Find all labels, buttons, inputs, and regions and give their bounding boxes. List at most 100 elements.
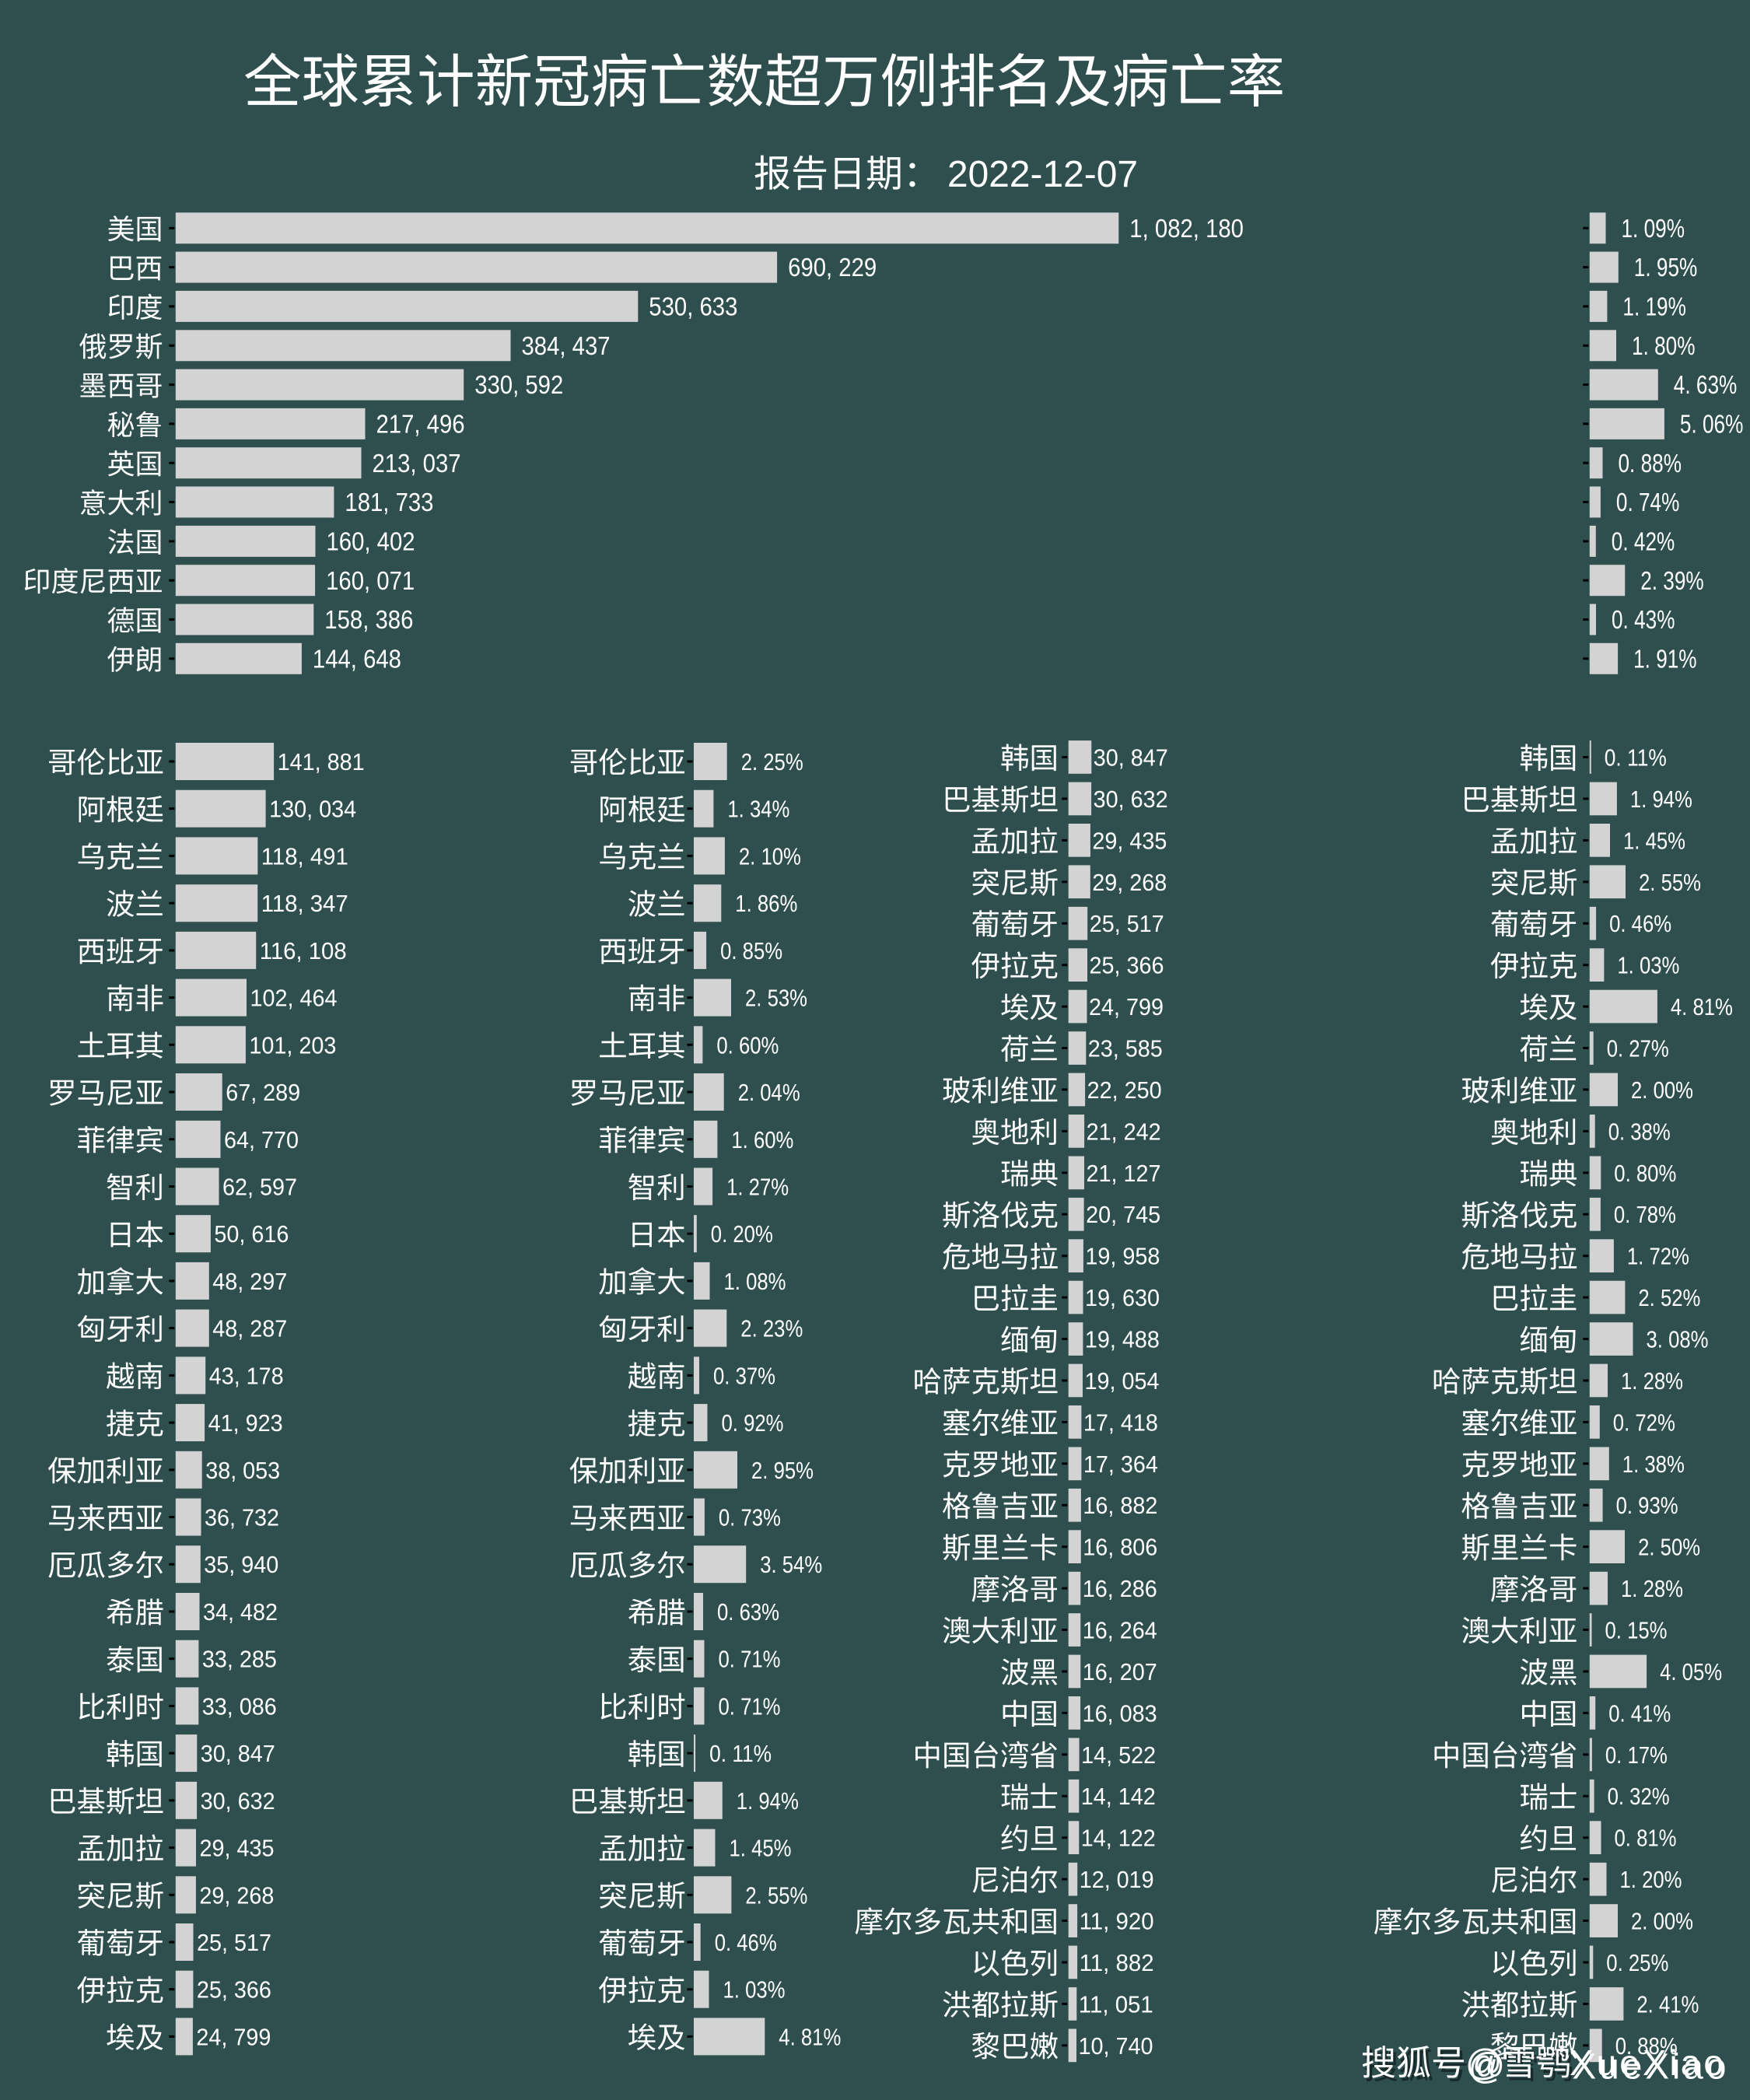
svg-text:213, 037: 213, 037	[373, 449, 461, 478]
svg-text:101, 203: 101, 203	[249, 1031, 336, 1059]
svg-text:2. 50%: 2. 50%	[1638, 1534, 1700, 1561]
svg-text:67, 289: 67, 289	[226, 1079, 300, 1106]
svg-text:14, 522: 14, 522	[1081, 1741, 1156, 1769]
svg-text:5. 06%: 5. 06%	[1680, 410, 1744, 439]
svg-text:3. 54%: 3. 54%	[760, 1551, 822, 1578]
svg-text:1. 09%: 1. 09%	[1622, 214, 1685, 243]
svg-text:118, 491: 118, 491	[261, 842, 348, 870]
svg-text:0. 71%: 0. 71%	[719, 1646, 781, 1673]
svg-text:1. 03%: 1. 03%	[723, 1976, 786, 2004]
svg-text:17, 418: 17, 418	[1083, 1409, 1158, 1436]
svg-text:0. 60%: 0. 60%	[716, 1031, 779, 1059]
svg-text:0. 11%: 0. 11%	[1605, 744, 1667, 772]
svg-text:4. 81%: 4. 81%	[1671, 993, 1733, 1020]
svg-text:0. 93%: 0. 93%	[1616, 1492, 1678, 1519]
svg-text:2. 04%: 2. 04%	[738, 1079, 800, 1106]
svg-text:25, 366: 25, 366	[1090, 952, 1164, 979]
svg-text:20, 745: 20, 745	[1086, 1201, 1160, 1228]
svg-text:30, 847: 30, 847	[1094, 744, 1168, 772]
svg-text:2. 23%: 2. 23%	[740, 1315, 803, 1342]
svg-text:64, 770: 64, 770	[224, 1126, 299, 1153]
svg-text:158, 386: 158, 386	[324, 605, 413, 634]
svg-text:11, 920: 11, 920	[1080, 1908, 1154, 1935]
svg-text:0. 85%: 0. 85%	[720, 937, 782, 964]
svg-text:29, 268: 29, 268	[199, 1881, 274, 1909]
svg-text:36, 732: 36, 732	[205, 1504, 279, 1531]
svg-text:2. 53%: 2. 53%	[745, 985, 807, 1012]
svg-text:0. 88%: 0. 88%	[1615, 2032, 1678, 2060]
svg-text:16, 286: 16, 286	[1083, 1575, 1157, 1602]
svg-text:0. 42%: 0. 42%	[1612, 527, 1675, 556]
svg-text:2. 10%: 2. 10%	[739, 842, 801, 870]
svg-text:1. 45%: 1. 45%	[730, 1835, 792, 1862]
svg-text:102, 464: 102, 464	[250, 985, 338, 1012]
svg-text:19, 054: 19, 054	[1085, 1367, 1160, 1395]
svg-text:0. 81%: 0. 81%	[1615, 1825, 1677, 1852]
svg-text:1. 45%: 1. 45%	[1623, 827, 1685, 854]
svg-text:0. 20%: 0. 20%	[711, 1220, 773, 1248]
svg-text:3. 08%: 3. 08%	[1647, 1326, 1709, 1353]
svg-text:160, 402: 160, 402	[327, 527, 415, 556]
svg-text:1. 94%: 1. 94%	[1630, 786, 1692, 813]
svg-text:160, 071: 160, 071	[326, 566, 415, 595]
svg-text:0. 80%: 0. 80%	[1614, 1160, 1676, 1187]
svg-text:XueXiao: XueXiao	[1573, 2046, 1730, 2087]
svg-text:1. 08%: 1. 08%	[724, 1268, 786, 1295]
svg-text:384, 437: 384, 437	[522, 331, 611, 360]
svg-text:0. 78%: 0. 78%	[1614, 1201, 1676, 1228]
svg-text:50, 616: 50, 616	[214, 1220, 289, 1248]
svg-text:1. 80%: 1. 80%	[1632, 331, 1696, 360]
svg-text:1. 28%: 1. 28%	[1621, 1575, 1683, 1602]
svg-text:0. 27%: 0. 27%	[1607, 1035, 1669, 1062]
svg-text:12, 019: 12, 019	[1080, 1866, 1154, 1893]
svg-text:16, 207: 16, 207	[1083, 1658, 1157, 1685]
svg-text:35, 940: 35, 940	[204, 1551, 278, 1578]
svg-text:130, 034: 130, 034	[269, 796, 356, 823]
svg-text:25, 366: 25, 366	[197, 1976, 271, 2004]
svg-text:0. 11%: 0. 11%	[709, 1740, 772, 1767]
svg-text:690, 229: 690, 229	[788, 253, 877, 282]
svg-text:2. 25%: 2. 25%	[741, 748, 803, 775]
svg-text:2022-12-07: 2022-12-07	[947, 154, 1138, 195]
svg-text:41, 923: 41, 923	[208, 1409, 283, 1437]
svg-text:0. 38%: 0. 38%	[1608, 1118, 1671, 1145]
svg-text:16, 806: 16, 806	[1083, 1534, 1157, 1561]
svg-text:0. 74%: 0. 74%	[1616, 488, 1680, 516]
svg-text:34, 482: 34, 482	[203, 1598, 278, 1626]
svg-text:33, 285: 33, 285	[202, 1646, 277, 1673]
svg-text:4. 81%: 4. 81%	[779, 2023, 841, 2050]
svg-text:11, 051: 11, 051	[1079, 1990, 1153, 2018]
svg-text:1. 19%: 1. 19%	[1622, 292, 1686, 321]
svg-text:2. 55%: 2. 55%	[745, 1881, 807, 1909]
svg-text:24, 799: 24, 799	[1089, 993, 1164, 1020]
svg-text:2. 41%: 2. 41%	[1636, 1990, 1699, 2018]
svg-text:118, 347: 118, 347	[261, 890, 348, 917]
svg-text:2. 95%: 2. 95%	[751, 1457, 814, 1484]
svg-text:30, 632: 30, 632	[201, 1787, 275, 1815]
svg-text:1. 72%: 1. 72%	[1627, 1243, 1689, 1270]
svg-text:2. 39%: 2. 39%	[1640, 566, 1704, 595]
svg-text:330, 592: 330, 592	[474, 370, 563, 399]
svg-text:24, 799: 24, 799	[196, 2023, 271, 2050]
svg-text:25, 517: 25, 517	[1090, 910, 1164, 937]
svg-text:0. 41%: 0. 41%	[1608, 1699, 1671, 1727]
svg-text:43, 178: 43, 178	[209, 1362, 284, 1389]
svg-text:530, 633: 530, 633	[649, 292, 737, 321]
svg-text:@: @	[1468, 2046, 1506, 2087]
svg-text:0. 46%: 0. 46%	[715, 1929, 777, 1956]
svg-text:11, 882: 11, 882	[1080, 1949, 1154, 1976]
svg-text:25, 517: 25, 517	[197, 1929, 271, 1956]
svg-text:1. 03%: 1. 03%	[1617, 952, 1679, 979]
svg-text:48, 287: 48, 287	[212, 1315, 287, 1342]
svg-text:116, 108: 116, 108	[260, 937, 347, 964]
svg-text:0. 88%: 0. 88%	[1619, 449, 1682, 478]
svg-text:0. 72%: 0. 72%	[1613, 1409, 1675, 1436]
svg-text:29, 435: 29, 435	[1092, 827, 1167, 854]
svg-text:38, 053: 38, 053	[205, 1457, 280, 1484]
svg-text:16, 264: 16, 264	[1083, 1617, 1157, 1644]
svg-text:22, 250: 22, 250	[1087, 1076, 1162, 1104]
svg-text:0. 63%: 0. 63%	[717, 1598, 779, 1626]
svg-text:62, 597: 62, 597	[222, 1174, 297, 1201]
svg-text:2. 55%: 2. 55%	[1639, 869, 1701, 896]
svg-text:29, 435: 29, 435	[200, 1835, 275, 1862]
